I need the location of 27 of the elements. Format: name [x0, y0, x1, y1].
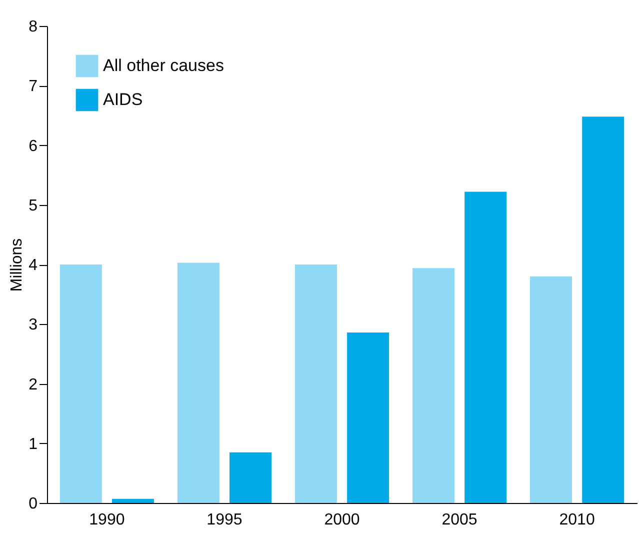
x-tick-label: 2005 [442, 512, 478, 528]
y-tick-label: 2 [28, 376, 38, 394]
y-tick-label: 0 [28, 496, 38, 512]
bar [112, 498, 154, 503]
x-tick-label: 2000 [324, 512, 360, 528]
y-tick-label: 6 [28, 138, 38, 155]
bar [530, 276, 572, 503]
y-tick-label: 5 [28, 197, 38, 214]
bar [294, 264, 337, 503]
bar [464, 192, 507, 503]
bar [412, 268, 454, 503]
legend-label: AIDS [103, 90, 143, 109]
x-tick-label: 1995 [206, 512, 242, 528]
y-tick-label: 3 [28, 316, 38, 334]
y-tick-label: 8 [28, 18, 38, 36]
y-tick-label: 4 [28, 257, 38, 274]
y-axis-title: Millions [8, 238, 26, 292]
x-tick-label: 2010 [559, 512, 595, 528]
x-tick-label: 1990 [89, 512, 125, 528]
bar [177, 262, 220, 503]
bar [347, 332, 390, 503]
y-tick-label: 1 [28, 436, 38, 453]
legend-label: All other causes [103, 56, 224, 75]
bar [582, 116, 624, 503]
bar [230, 452, 272, 503]
bar [60, 264, 102, 503]
y-tick-label: 7 [28, 78, 38, 96]
